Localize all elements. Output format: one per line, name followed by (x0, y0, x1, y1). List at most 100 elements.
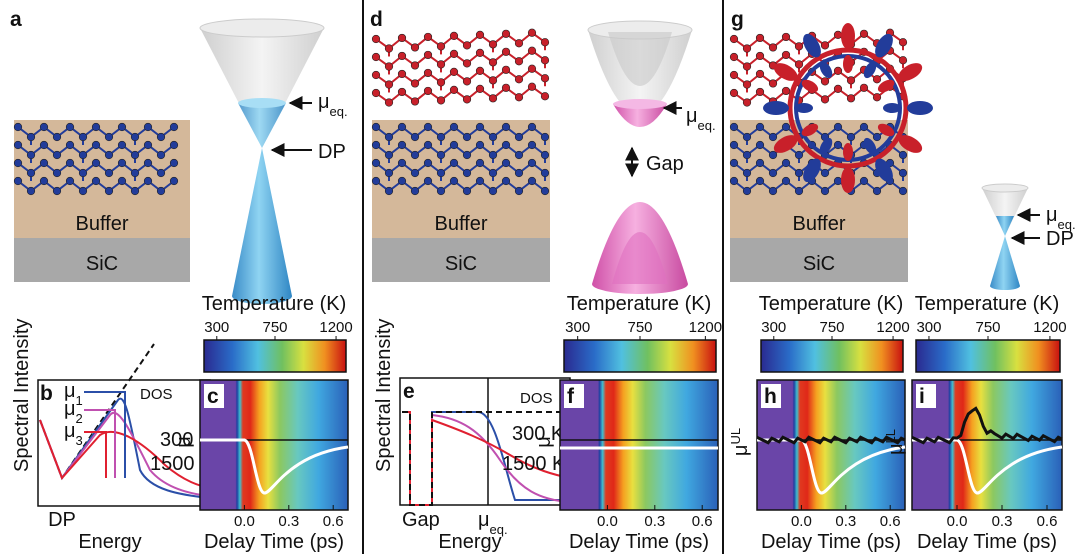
chemical-potential-surface (613, 99, 667, 109)
orbital-lobe (883, 103, 901, 113)
panel-letter: a (10, 8, 22, 31)
atom (782, 123, 790, 131)
panel-letter: b (40, 382, 53, 405)
x-tick-label: 0.0 (234, 513, 255, 530)
atom (450, 141, 458, 149)
atom (53, 187, 61, 195)
atom (743, 169, 751, 177)
atom (528, 65, 536, 73)
colorbar-tick-label: 750 (627, 319, 652, 336)
x-tick-label: 0.6 (692, 513, 713, 530)
atom (411, 98, 419, 106)
colorbar-title: Temperature (K) (915, 293, 1060, 315)
atom (873, 93, 881, 101)
atom (372, 71, 380, 79)
atom (515, 39, 523, 47)
panel-letter: c (207, 385, 219, 408)
atom (385, 81, 393, 89)
atom (834, 141, 842, 149)
colorbar-tick-label: 1200 (689, 319, 722, 336)
atom (79, 133, 87, 141)
atom (385, 99, 393, 107)
atom (489, 95, 497, 103)
symbol: μ (1046, 204, 1058, 226)
atom (730, 89, 738, 97)
atom (541, 56, 549, 64)
colorbar-title: Temperature (K) (759, 293, 904, 315)
atom (437, 187, 445, 195)
x-axis-label: Delay Time (ps) (761, 531, 901, 553)
colorbar-title: Temperature (K) (202, 293, 347, 315)
atom (743, 151, 751, 159)
x-tick-label: 0.0 (947, 513, 968, 530)
colorbar-tick-label: 300 (565, 319, 590, 336)
atom (756, 88, 764, 96)
atom (795, 43, 803, 51)
atom (528, 159, 536, 167)
atom (411, 151, 419, 159)
atom (489, 151, 497, 159)
atom (769, 80, 777, 88)
atom (105, 133, 113, 141)
atom (372, 141, 380, 149)
colorbar-tick-label: 300 (204, 319, 229, 336)
sic-label: SiC (86, 253, 118, 275)
atom (27, 169, 35, 177)
x-tick-label: 0.3 (644, 513, 665, 530)
atom (847, 95, 855, 103)
atom (847, 133, 855, 141)
x-tick-label: 0.6 (880, 513, 901, 530)
symbol: μ (64, 420, 76, 442)
colorbar-title: Temperature (K) (567, 293, 712, 315)
symbol: μ (730, 445, 752, 457)
atom (463, 187, 471, 195)
colorbar-tick-label: 300 (916, 319, 941, 336)
atom (769, 133, 777, 141)
atom (157, 187, 165, 195)
atom (743, 81, 751, 89)
atom (450, 68, 458, 76)
atom (476, 67, 484, 75)
atom (502, 159, 510, 167)
atom (53, 133, 61, 141)
atom (450, 177, 458, 185)
atom (424, 33, 432, 41)
y-axis-label: Spectral Intensity (11, 319, 33, 472)
atom (398, 141, 406, 149)
atom (821, 169, 829, 177)
atom (66, 141, 74, 149)
atom (79, 169, 87, 177)
atom (782, 177, 790, 185)
atom (743, 187, 751, 195)
atom (834, 67, 842, 75)
atom (463, 169, 471, 177)
x-tick-label: 0.3 (992, 513, 1013, 530)
subscript: eq. (698, 118, 716, 133)
x-axis-label: Energy (78, 531, 141, 553)
atom (170, 141, 178, 149)
orbital (859, 31, 896, 81)
atom (92, 123, 100, 131)
symbol: μ (533, 436, 555, 448)
atom (437, 169, 445, 177)
panel-letter: i (919, 385, 925, 408)
x-tick-label: 0.3 (278, 513, 299, 530)
atom (730, 159, 738, 167)
atom (27, 151, 35, 159)
atom (118, 123, 126, 131)
atom (463, 151, 471, 159)
atom (769, 44, 777, 52)
sic-label: SiC (803, 253, 835, 275)
colorbar (916, 340, 1060, 372)
mu-label: μeq. (318, 91, 348, 119)
atom (14, 141, 22, 149)
atom (515, 133, 523, 141)
panel-letter: h (764, 385, 777, 408)
atom (476, 177, 484, 185)
orbital-lobe (795, 103, 813, 113)
atom (40, 177, 48, 185)
atom (834, 177, 842, 185)
atom (541, 38, 549, 46)
atom (411, 44, 419, 52)
panel-letter: e (403, 380, 415, 403)
